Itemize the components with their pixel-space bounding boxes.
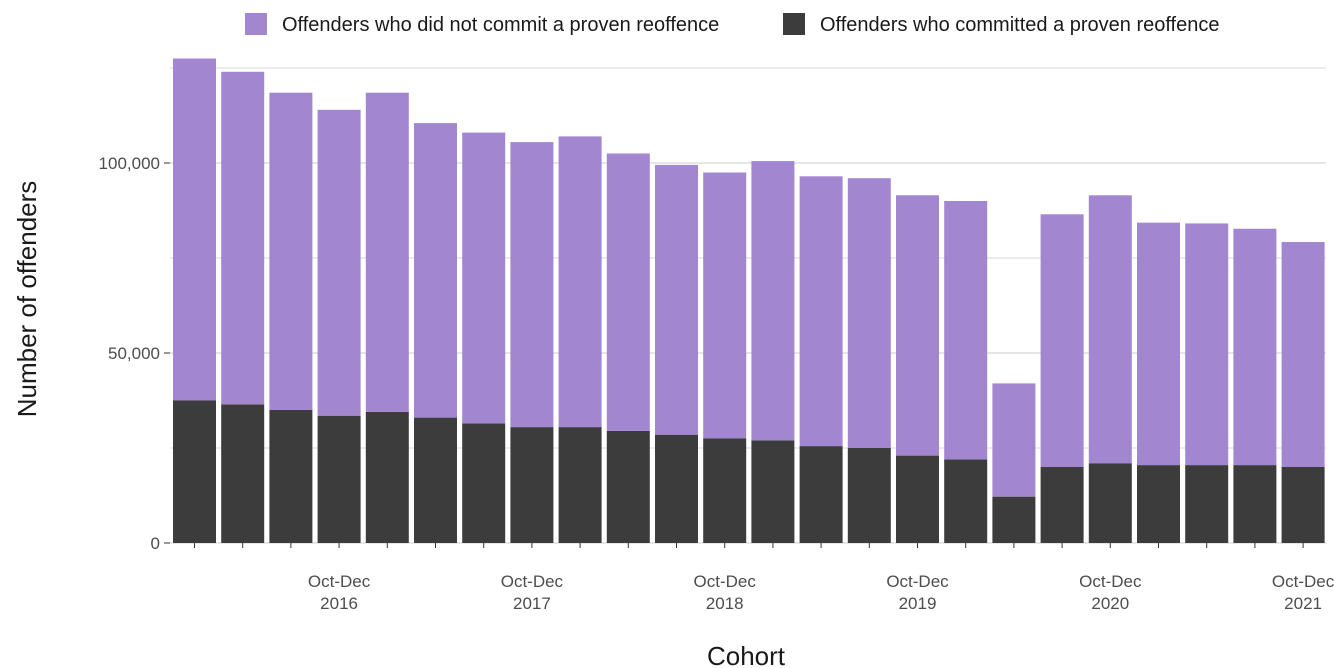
bar-segment-reoffended	[1281, 467, 1325, 543]
x-axis: Oct-Dec 2016 Oct-Dec 2017 Oct-Dec 2018 Oct-Dec…	[194, 543, 1334, 613]
bar-segment-not-reoffended	[703, 172, 747, 439]
bar-segment-not-reoffended	[269, 92, 313, 410]
bar-segment-reoffended	[606, 430, 650, 543]
bar-segment-reoffended	[847, 448, 891, 543]
bars	[173, 58, 1325, 543]
bar-segment-not-reoffended	[1137, 222, 1180, 466]
bar-segment-not-reoffended	[173, 58, 216, 401]
bar-segment-not-reoffended	[1040, 214, 1084, 467]
y-tick-label: 100,000	[99, 154, 160, 173]
bar-segment-not-reoffended	[558, 136, 602, 428]
y-tick-label: 50,000	[108, 344, 160, 363]
bar-segment-reoffended	[558, 427, 602, 543]
bar-segment-not-reoffended	[1088, 195, 1132, 464]
bar-segment-reoffended	[655, 434, 698, 543]
bar-segment-reoffended	[414, 417, 457, 543]
x-tick-label: 2017	[513, 594, 551, 613]
x-tick-label: 2020	[1091, 594, 1129, 613]
x-tick-label: Oct-Dec	[1272, 572, 1334, 591]
x-axis-title: Cohort	[707, 641, 786, 668]
bar-segment-not-reoffended	[606, 153, 650, 431]
bar-segment-reoffended	[173, 400, 216, 543]
bar-segment-not-reoffended	[1185, 223, 1229, 466]
x-tick-label: Oct-Dec	[694, 572, 757, 591]
bar-segment-reoffended	[1185, 465, 1229, 543]
bar-segment-not-reoffended	[365, 92, 409, 412]
bar-segment-not-reoffended	[414, 123, 457, 418]
legend-swatch	[245, 13, 267, 35]
bar-segment-reoffended	[944, 459, 988, 543]
bar-segment-reoffended	[896, 455, 939, 543]
bar-segment-not-reoffended	[1233, 228, 1277, 466]
bar-segment-reoffended	[1233, 465, 1277, 543]
bar-segment-not-reoffended	[992, 383, 1036, 497]
bar-segment-reoffended	[1137, 465, 1180, 543]
bar-segment-not-reoffended	[655, 164, 698, 435]
x-tick-label: Oct-Dec	[308, 572, 371, 591]
legend-swatch	[783, 13, 805, 35]
legend: Offenders who did not commit a proven re…	[245, 13, 1219, 36]
bar-segment-reoffended	[221, 404, 265, 543]
bar-segment-not-reoffended	[799, 176, 843, 447]
bar-segment-reoffended	[751, 440, 795, 543]
bar-segment-not-reoffended	[847, 178, 891, 448]
x-tick-label: 2018	[706, 594, 744, 613]
bar-segment-not-reoffended	[944, 201, 988, 460]
bar-segment-reoffended	[510, 427, 554, 543]
gridlines	[170, 67, 1326, 544]
x-tick-label: Oct-Dec	[1079, 572, 1142, 591]
bar-segment-not-reoffended	[317, 109, 361, 416]
bar-segment-not-reoffended	[751, 161, 795, 441]
bar-segment-not-reoffended	[510, 142, 554, 428]
bar-segment-reoffended	[1040, 467, 1084, 543]
bar-segment-reoffended	[1088, 463, 1132, 543]
x-tick-label: Oct-Dec	[501, 572, 564, 591]
bar-segment-reoffended	[703, 438, 747, 543]
bar-segment-reoffended	[269, 410, 313, 543]
bar-segment-reoffended	[799, 446, 843, 543]
bar-segment-not-reoffended	[462, 132, 506, 424]
y-axis-title: Number of offenders	[12, 181, 42, 418]
bar-segment-not-reoffended	[896, 195, 939, 456]
x-tick-label: 2016	[320, 594, 358, 613]
y-tick-label: 0	[151, 534, 160, 553]
bar-segment-reoffended	[365, 411, 409, 543]
bar-segment-not-reoffended	[221, 71, 265, 405]
legend-label: Offenders who did not commit a proven re…	[282, 14, 719, 36]
bar-segment-reoffended	[462, 423, 506, 543]
y-axis: 0 50,000 100,000	[99, 154, 170, 553]
bar-segment-not-reoffended	[1281, 242, 1325, 467]
bar-segment-reoffended	[317, 415, 361, 543]
bar-segment-reoffended	[992, 496, 1036, 543]
x-tick-label: 2019	[899, 594, 937, 613]
x-tick-label: Oct-Dec	[886, 572, 949, 591]
legend-label: Offenders who committed a proven reoffen…	[820, 14, 1219, 36]
x-tick-label: 2021	[1284, 594, 1322, 613]
